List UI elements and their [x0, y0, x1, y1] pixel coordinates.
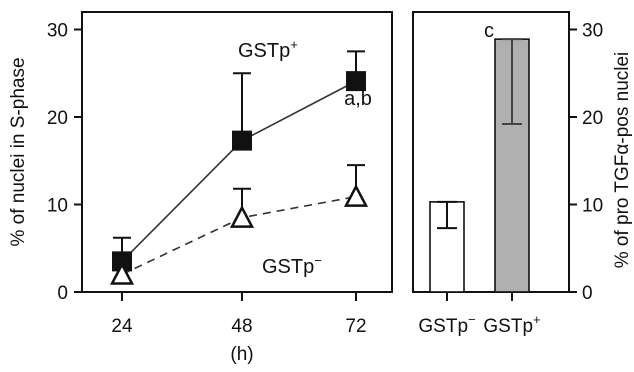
right-y-tick-label: 30: [582, 21, 603, 42]
right-y-ticks: 0 10 20 30: [569, 21, 603, 304]
left-plot-frame: [81, 11, 393, 293]
tgf-panel: 0 10 20 30 GSTp− GSTp+ c % of pro TGFα-pos n…: [412, 11, 633, 337]
left-y-tick-label: 10: [47, 196, 68, 217]
right-bars: [429, 38, 530, 293]
x-tick-label: 72: [345, 316, 366, 337]
right-y-axis-label: % of pro TGFα-pos nuclei: [612, 52, 633, 269]
bar-category-label: GSTp−: [418, 312, 475, 337]
x-tick-label: 24: [111, 316, 133, 337]
data-point-square: [346, 71, 366, 92]
right-y-tick-label: 0: [582, 283, 593, 304]
left-series-marks: [109, 50, 369, 285]
annotation-c: c: [484, 20, 494, 42]
data-point-square: [232, 130, 252, 151]
data-point-triangle: [343, 183, 369, 207]
bar-category-label: GSTp+: [483, 312, 540, 337]
data-point-triangle: [229, 204, 255, 228]
series-label-gstp-plus: GSTp+: [238, 37, 298, 62]
right-plot-frame: [412, 11, 570, 293]
left-y-tick-label: 0: [57, 283, 68, 304]
x-tick-label: 48: [231, 316, 252, 337]
left-y-axis-label: % of nuclei in S-phase: [8, 57, 29, 246]
series-line: [121, 80, 357, 262]
x-axis-label: (h): [230, 344, 253, 365]
series-label-gstp-minus: GSTp−: [262, 253, 322, 278]
right-y-tick-label: 20: [582, 108, 603, 129]
right-y-tick-label: 10: [582, 196, 603, 217]
left-y-tick-label: 30: [47, 21, 68, 42]
data-point-triangle: [109, 261, 135, 285]
right-x-ticks: GSTp− GSTp+: [418, 292, 541, 337]
left-y-ticks: 0 10 20 30: [47, 21, 82, 304]
left-x-ticks: 24 48 72: [111, 292, 367, 337]
left-y-tick-label: 20: [47, 108, 68, 129]
s-phase-panel: 0 10 20 30 24 48 72 % of nuclei in S-phase (h…: [8, 11, 393, 365]
annotation-a-b: a,b: [344, 88, 372, 110]
